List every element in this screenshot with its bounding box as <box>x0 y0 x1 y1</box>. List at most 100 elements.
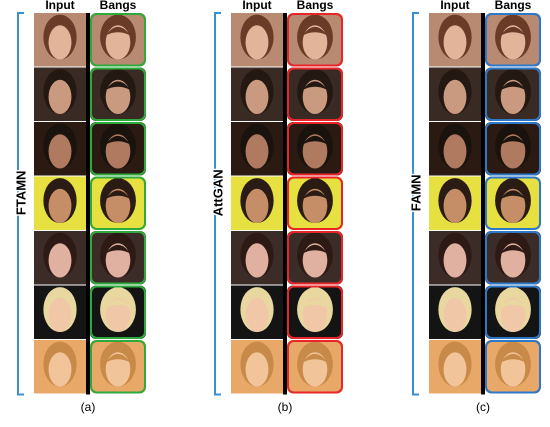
face <box>500 243 526 278</box>
face-image <box>34 285 86 339</box>
face-image <box>90 340 146 394</box>
face <box>443 243 467 278</box>
face-image <box>429 67 481 121</box>
face-image <box>90 13 146 67</box>
face <box>245 243 269 278</box>
face-image <box>287 67 343 121</box>
column-header: Input <box>242 0 271 12</box>
face <box>105 352 131 387</box>
face <box>302 297 328 333</box>
face <box>302 243 328 278</box>
divider <box>481 13 485 395</box>
face <box>48 297 72 333</box>
face <box>443 352 467 387</box>
face-image <box>287 176 343 230</box>
bangs <box>500 135 526 145</box>
face-image <box>90 176 146 230</box>
bangs <box>302 26 328 36</box>
face-image <box>485 340 541 394</box>
bangs <box>302 244 328 254</box>
result-border <box>287 340 343 394</box>
method-label: FAMN <box>408 174 423 211</box>
result-border <box>90 67 146 121</box>
face-image <box>429 122 481 176</box>
face-image <box>429 231 481 285</box>
bangs <box>105 244 131 254</box>
face <box>48 188 72 224</box>
face <box>302 25 328 60</box>
face-image <box>90 285 146 339</box>
result-border <box>287 67 343 121</box>
face <box>245 134 269 169</box>
face-image <box>231 122 283 176</box>
face <box>500 25 526 60</box>
face-image <box>485 231 541 285</box>
face <box>245 352 269 387</box>
face <box>443 25 467 60</box>
bangs <box>302 81 328 90</box>
face-image <box>485 67 541 121</box>
face <box>500 352 526 387</box>
panel-caption: (a) <box>81 400 96 414</box>
face <box>105 297 131 333</box>
face <box>500 188 526 224</box>
result-border <box>90 285 146 339</box>
bangs <box>500 299 526 308</box>
bracket <box>17 12 24 396</box>
result-border <box>90 340 146 394</box>
face <box>48 134 72 169</box>
result-border <box>90 176 146 230</box>
face-image <box>34 176 86 230</box>
face-image <box>34 67 86 121</box>
result-border <box>485 122 541 176</box>
result-border <box>287 13 343 67</box>
panel-caption: (b) <box>278 400 293 414</box>
face-image <box>485 285 541 339</box>
result-border <box>485 67 541 121</box>
face-image <box>90 67 146 121</box>
result-border <box>287 176 343 230</box>
face-image <box>287 13 343 67</box>
face <box>48 243 72 278</box>
panel: AttGAN Input Bangs (b) <box>209 0 343 414</box>
face-image <box>429 13 481 67</box>
face-image <box>34 13 86 67</box>
face <box>105 134 131 169</box>
divider <box>86 13 90 395</box>
face-image <box>34 231 86 285</box>
face <box>302 188 328 224</box>
result-border <box>287 231 343 285</box>
result-border <box>485 231 541 285</box>
bangs <box>500 244 526 254</box>
bracket <box>412 12 419 396</box>
column-header: Input <box>45 0 74 12</box>
bangs <box>105 353 131 363</box>
face-image <box>287 340 343 394</box>
bangs <box>302 299 328 308</box>
face <box>443 297 467 333</box>
face <box>302 134 328 169</box>
face-image <box>485 176 541 230</box>
face-image <box>485 13 541 67</box>
column-header: Bangs <box>100 0 137 12</box>
result-border <box>287 285 343 339</box>
result-border <box>485 340 541 394</box>
column-header: Bangs <box>495 0 532 12</box>
bracket <box>214 12 221 396</box>
face <box>105 188 131 224</box>
face <box>245 188 269 224</box>
face <box>245 79 269 115</box>
face <box>500 134 526 169</box>
result-border <box>90 231 146 285</box>
result-border <box>485 13 541 67</box>
bangs <box>105 26 131 36</box>
face <box>443 79 467 115</box>
result-border <box>287 122 343 176</box>
bangs <box>105 135 131 145</box>
face-image <box>287 285 343 339</box>
face-image <box>231 285 283 339</box>
result-border <box>485 176 541 230</box>
panel: FTAMN Input Bangs (a) <box>12 0 146 414</box>
result-border <box>485 285 541 339</box>
